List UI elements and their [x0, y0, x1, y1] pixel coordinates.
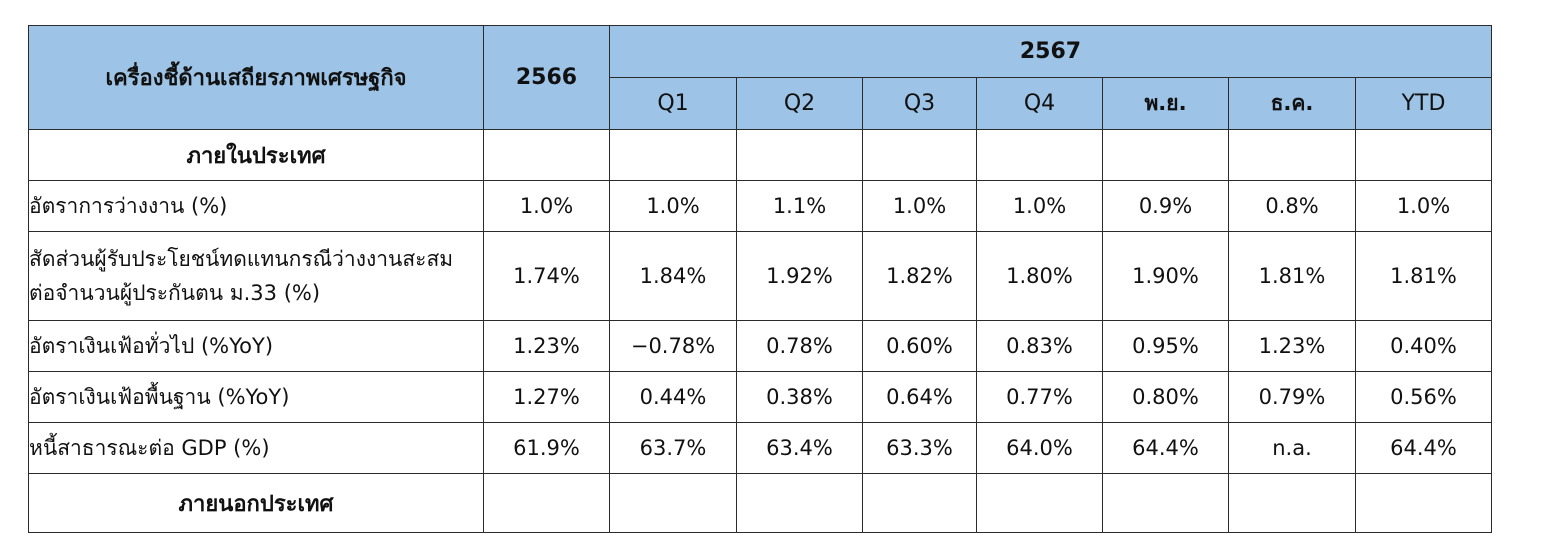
header-row-periods: Q1 Q2 Q3 Q4 พ.ย. ธ.ค. YTD [29, 77, 1492, 130]
cell-value: 0.44% [609, 371, 737, 423]
table-row: อัตราเงินเฟ้อทั่วไป (%YoY) 1.23% −0.78% … [28, 320, 1492, 372]
table-row: หนี้สาธารณะต่อ GDP (%) 61.9% 63.7% 63.4%… [28, 422, 1492, 474]
cell-value: 0.95% [1102, 320, 1229, 372]
period-header: Q1 [609, 77, 737, 130]
cell-value: 1.74% [483, 231, 610, 321]
table-row: สัดส่วนผู้รับประโยชน์ทดแทนกรณีว่างงานสะส… [28, 231, 1492, 321]
period-header: Q4 [976, 77, 1103, 130]
section-label: ภายในประเทศ [28, 129, 484, 181]
cell-value: 0.9% [1102, 180, 1229, 232]
cell-value: −0.78% [609, 320, 737, 372]
cell-value: 64.4% [1355, 422, 1492, 474]
section-row-external: ภายนอกประเทศ [28, 473, 1492, 533]
cell-value: 1.0% [862, 180, 977, 232]
table-row: อัตราการว่างงาน (%) 1.0% 1.0% 1.1% 1.0% … [28, 180, 1492, 232]
cell-value: 63.3% [862, 422, 977, 474]
economic-stability-table: เครื่องชี้ด้านเสถียรภาพเศรษฐกิจ 2566 256… [28, 25, 1492, 533]
cell-value: 1.81% [1355, 231, 1492, 321]
cell-value: 0.78% [736, 320, 863, 372]
cell-value: 1.92% [736, 231, 863, 321]
row-label-line: สัดส่วนผู้รับประโยชน์ทดแทนกรณีว่างงานสะส… [29, 247, 454, 271]
cell-value: 1.27% [483, 371, 610, 423]
row-label: สัดส่วนผู้รับประโยชน์ทดแทนกรณีว่างงานสะส… [28, 231, 484, 321]
cell-value: 0.79% [1228, 371, 1356, 423]
cell-value: 0.38% [736, 371, 863, 423]
row-label: อัตราการว่างงาน (%) [28, 180, 484, 232]
year-prev-header: 2566 [483, 25, 610, 130]
cell-value: 1.81% [1228, 231, 1356, 321]
cell-value: 1.0% [1355, 180, 1492, 232]
cell-value: 64.0% [976, 422, 1103, 474]
period-header: Q3 [862, 77, 977, 130]
cell-value: 0.64% [862, 371, 977, 423]
cell-value: 0.80% [1102, 371, 1229, 423]
cell-value: 0.77% [976, 371, 1103, 423]
cell-value: 0.60% [862, 320, 977, 372]
cell-value: 1.0% [483, 180, 610, 232]
cell-value: 1.0% [609, 180, 737, 232]
year-cur-header: 2567 [609, 25, 1492, 78]
cell-value: 1.23% [1228, 320, 1356, 372]
row-label: อัตราเงินเฟ้อทั่วไป (%YoY) [28, 320, 484, 372]
row-label-line: ต่อจำนวนผู้ประกันตน ม.33 (%) [29, 281, 321, 305]
cell-value: 0.8% [1228, 180, 1356, 232]
period-header: พ.ย. [1102, 77, 1229, 130]
header-row-years: เครื่องชี้ด้านเสถียรภาพเศรษฐกิจ 2566 256… [28, 25, 1492, 130]
cell-value: n.a. [1228, 422, 1356, 474]
cell-value: 1.23% [483, 320, 610, 372]
cell-value: 63.7% [609, 422, 737, 474]
cell-value: 61.9% [483, 422, 610, 474]
cell-value: 1.90% [1102, 231, 1229, 321]
cell-value: 1.84% [609, 231, 737, 321]
period-header: Q2 [736, 77, 863, 130]
cell-value: 0.83% [976, 320, 1103, 372]
period-header: ธ.ค. [1228, 77, 1356, 130]
cell-value: 64.4% [1102, 422, 1229, 474]
cell-value: 1.80% [976, 231, 1103, 321]
cell-value: 0.56% [1355, 371, 1492, 423]
cell-value: 1.1% [736, 180, 863, 232]
row-label: อัตราเงินเฟ้อพื้นฐาน (%YoY) [28, 371, 484, 423]
cell-value: 0.40% [1355, 320, 1492, 372]
cell-value: 1.0% [976, 180, 1103, 232]
section-label: ภายนอกประเทศ [28, 473, 484, 533]
cell-value: 63.4% [736, 422, 863, 474]
cell-value: 1.82% [862, 231, 977, 321]
row-label: หนี้สาธารณะต่อ GDP (%) [28, 422, 484, 474]
period-header: YTD [1355, 77, 1492, 130]
section-row-domestic: ภายในประเทศ [28, 129, 1492, 181]
table-row: อัตราเงินเฟ้อพื้นฐาน (%YoY) 1.27% 0.44% … [28, 371, 1492, 423]
indicator-header: เครื่องชี้ด้านเสถียรภาพเศรษฐกิจ [28, 25, 484, 130]
